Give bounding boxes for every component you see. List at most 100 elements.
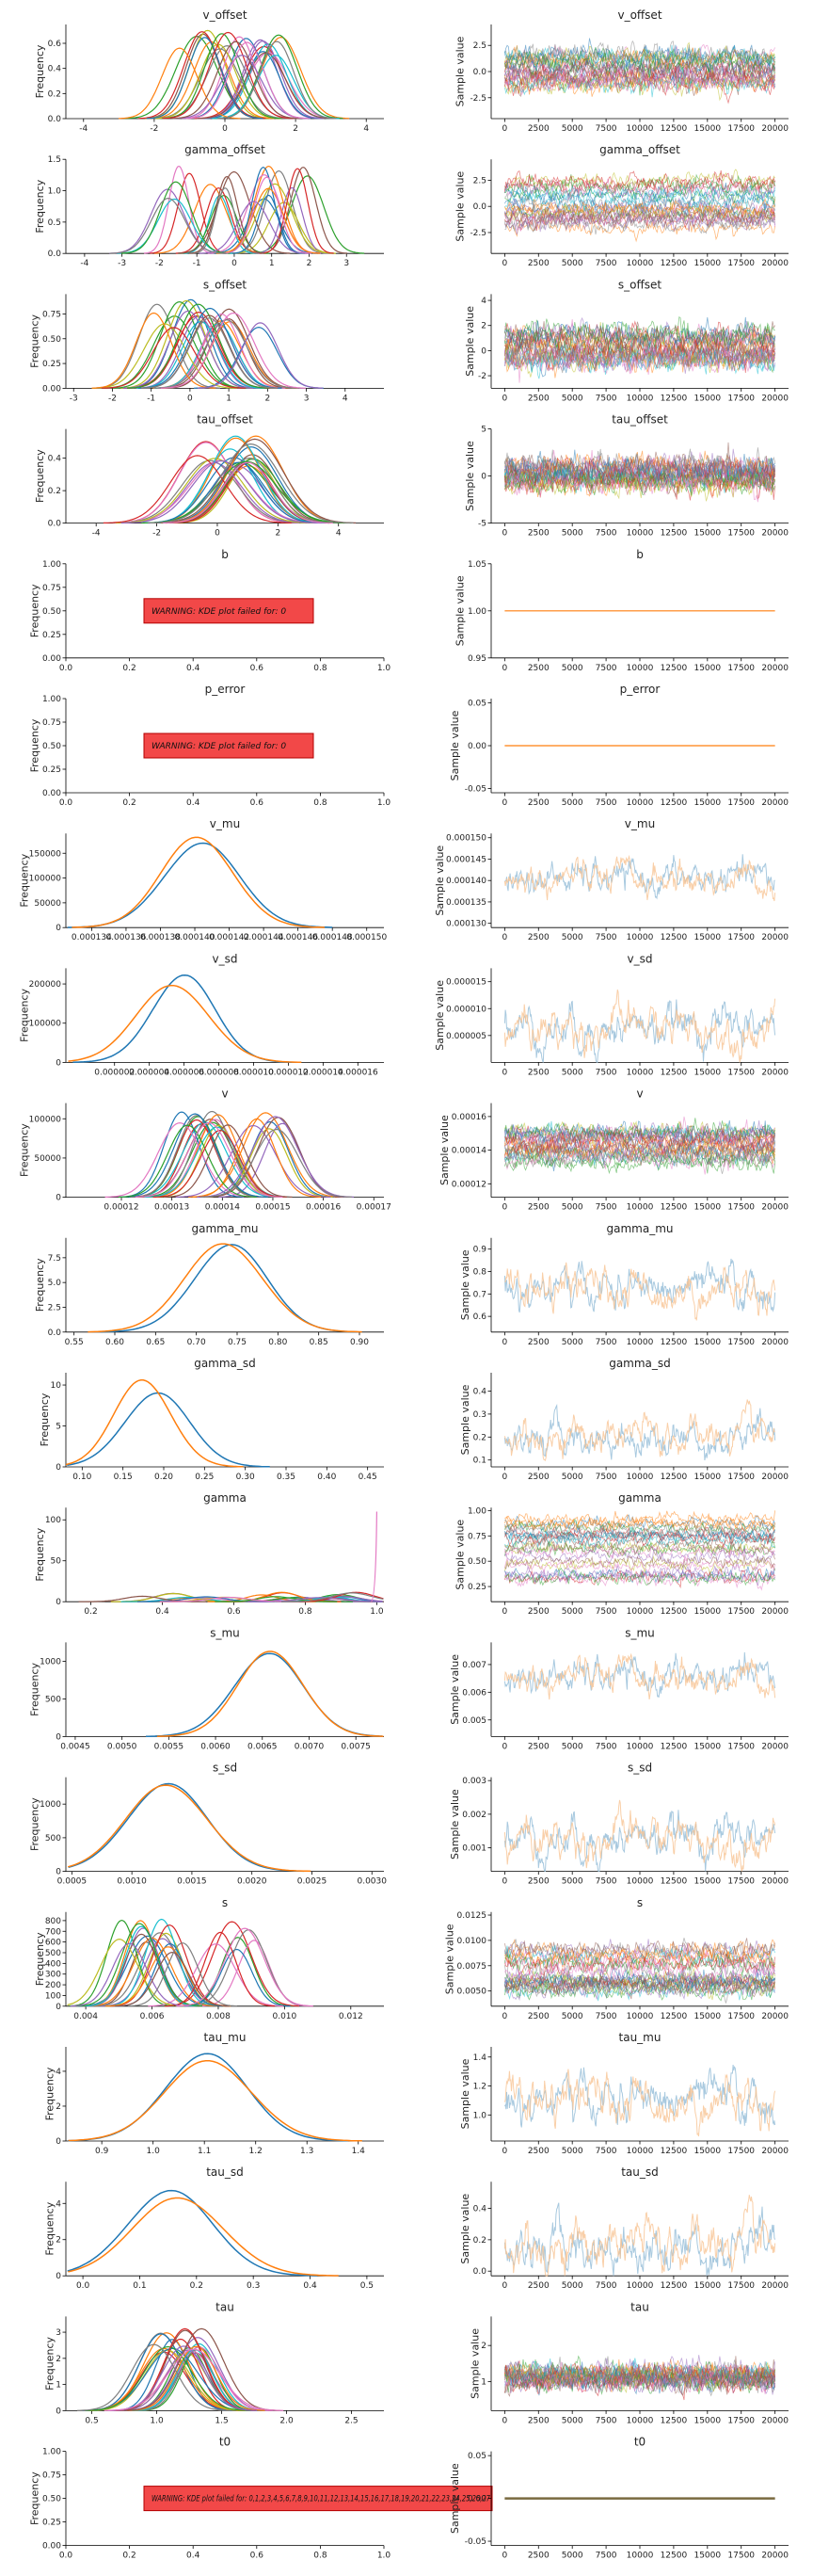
tau_sd-trace-x-tick-label: 17500 xyxy=(727,2281,755,2291)
s_sd-trace-x-tick-label: 7500 xyxy=(596,1877,617,1887)
tau-kde-y-tick-label: 1 xyxy=(56,2381,61,2391)
s_offset-kde-x-tick-label: 1 xyxy=(226,394,231,403)
s_mu-kde-x-tick-label: 0.0045 xyxy=(60,1742,90,1751)
s_offset-kde-curve-7 xyxy=(93,303,221,389)
tau_sd-trace-y-tick-label: 0.4 xyxy=(473,2205,487,2214)
s_offset-trace-title: s_offset xyxy=(618,278,662,291)
gamma-kde-curve-27 xyxy=(281,1592,384,1602)
gamma_offset-kde-curve-15 xyxy=(178,170,291,254)
v_offset-trace-x-tick-label: 10000 xyxy=(627,124,654,134)
gamma_sd-kde-x-tick-label: 0.35 xyxy=(277,1473,295,1482)
gamma_offset-trace-y-axis-label: Sample value xyxy=(454,171,466,242)
gamma_sd-trace-x-tick-label: 5000 xyxy=(562,1473,583,1482)
tau-kde-curve-27 xyxy=(77,2343,231,2411)
tau_offset-kde-x-tick-label: -2 xyxy=(152,529,161,539)
v_offset-trace-x-tick-label: 5000 xyxy=(562,124,583,134)
tau_mu-kde-y-tick-label: 4 xyxy=(56,2068,61,2077)
p_error-trace-x-tick-label: 2500 xyxy=(528,798,550,808)
t0-kde-x-tick-label: 0.8 xyxy=(313,2552,327,2561)
gamma_mu-trace-x-tick-label: 20000 xyxy=(761,1338,789,1347)
v_sd-kde-y-axis-label: Frequency xyxy=(19,988,31,1041)
v-kde-curve-22 xyxy=(118,1124,257,1198)
b-trace-y-tick-label: 0.95 xyxy=(468,654,486,664)
s_offset-trace-x-tick-label: 15000 xyxy=(693,394,721,403)
p_error-kde-x-tick-label: 1.0 xyxy=(377,798,391,808)
v_offset-trace-y-tick-label: 2.5 xyxy=(473,41,486,51)
tau_offset-kde-curve-6 xyxy=(112,442,299,523)
s-kde-curve-23 xyxy=(166,1931,276,2007)
s_mu-kde-panel: s_mu 0.0045 0.0050 0.0055 0.0060 0.0065 0.0070… xyxy=(28,1626,384,1751)
s-kde-curve-22 xyxy=(76,1923,203,2007)
v_mu-kde-x-tick-label: 0.000150 xyxy=(346,933,387,942)
t0-trace-x-tick-label: 15000 xyxy=(693,2552,721,2561)
b-kde-y-tick-label: 0.00 xyxy=(42,654,61,664)
gamma_sd-kde-curve-chain-1 xyxy=(65,1379,244,1468)
s-trace-x-tick-label: 2500 xyxy=(528,2012,550,2021)
v_mu-trace-x-tick-label: 20000 xyxy=(761,933,789,942)
s-trace-x-tick-label: 12500 xyxy=(661,2012,688,2021)
tau_sd-trace-x-tick-label: 7500 xyxy=(596,2281,617,2291)
tau-kde-curve-26 xyxy=(104,2348,284,2411)
v-kde-curve-23 xyxy=(152,1129,288,1198)
gamma_sd-kde-y-tick-label: 10 xyxy=(51,1381,62,1391)
s_sd-trace-y-tick-label: 0.002 xyxy=(462,1811,486,1820)
v-kde-curve-25 xyxy=(164,1124,293,1198)
s_mu-kde-curve-chain-1 xyxy=(156,1650,384,1737)
v-trace-y-tick-label: 0.00016 xyxy=(452,1113,486,1122)
s_offset-kde-x-tick-label: -2 xyxy=(108,394,117,403)
gamma_offset-kde-curve-10 xyxy=(231,194,306,254)
tau_mu-trace-x-tick-label: 0 xyxy=(502,2147,507,2156)
tau_sd-kde-x-tick-label: 0.5 xyxy=(360,2281,374,2291)
t0-kde-x-tick-label: 0.4 xyxy=(186,2552,200,2561)
gamma_offset-trace-x-tick-label: 20000 xyxy=(761,259,789,268)
tau_mu-kde-y-tick-label: 0 xyxy=(56,2137,61,2147)
s_offset-trace-x-tick-label: 17500 xyxy=(727,394,755,403)
v_offset-kde-y-tick-label: 0.6 xyxy=(48,40,62,49)
v-kde-x-tick-label: 0.00016 xyxy=(306,1203,341,1213)
t0-trace-x-tick-label: 12500 xyxy=(661,2552,688,2561)
p_error-trace-y-tick-label: 0.00 xyxy=(468,742,486,751)
gamma_sd-kde-panel: gamma_sd 0.10 0.15 0.20 0.25 0.30 0.35 0.40 0.45… xyxy=(39,1357,384,1482)
s_sd-kde-y-axis-label: Frequency xyxy=(28,1797,40,1851)
tau-kde-curve-21 xyxy=(127,2345,265,2411)
s_mu-trace-chain-1 xyxy=(503,1652,776,1700)
gamma_offset-trace-chain-21 xyxy=(504,198,775,219)
gamma_sd-kde-x-tick-label: 0.40 xyxy=(317,1473,336,1482)
gamma-trace-title: gamma xyxy=(618,1491,662,1505)
v_offset-kde-y-tick-label: 0.2 xyxy=(48,89,61,99)
tau-kde-x-tick-label: 2.5 xyxy=(344,2416,358,2425)
gamma_sd-trace-x-tick-label: 17500 xyxy=(727,1473,755,1482)
b-kde-title: b xyxy=(221,548,229,561)
gamma_sd-kde-x-tick-label: 0.10 xyxy=(72,1473,91,1482)
gamma_mu-kde-curve-chain-1 xyxy=(88,1243,362,1333)
v_offset-trace-x-tick-label: 7500 xyxy=(596,124,617,134)
v_offset-trace-x-tick-label: 20000 xyxy=(761,124,789,134)
gamma_offset-kde-x-tick-label: -2 xyxy=(155,259,164,268)
gamma_mu-kde-y-axis-label: Frequency xyxy=(34,1258,46,1312)
gamma_mu-kde-x-tick-label: 0.85 xyxy=(310,1338,328,1347)
tau_offset-trace-y-tick-label: -5 xyxy=(478,520,486,529)
s_mu-kde-x-tick-label: 0.0075 xyxy=(341,1742,371,1751)
gamma_mu-kde-x-tick-label: 0.65 xyxy=(146,1338,165,1347)
tau_offset-trace-x-tick-label: 17500 xyxy=(727,529,755,539)
v_mu-trace-y-tick-label: 0.000140 xyxy=(446,877,486,886)
tau_sd-trace-y-tick-label: 0.2 xyxy=(473,2236,486,2246)
tau-trace-x-tick-label: 10000 xyxy=(627,2416,654,2425)
gamma_offset-kde-curve-22 xyxy=(120,181,231,254)
v_sd-trace-chain-1 xyxy=(503,989,776,1063)
tau-kde-title: tau xyxy=(215,2300,234,2313)
v_sd-trace-title: v_sd xyxy=(628,952,653,965)
v-trace-x-tick-label: 7500 xyxy=(596,1203,617,1213)
s_sd-trace-chain-1 xyxy=(503,1799,776,1872)
s-kde-y-tick-label: 600 xyxy=(45,1939,61,1948)
tau_mu-trace-chain-1 xyxy=(503,2069,776,2137)
s-trace-chain-19 xyxy=(504,1944,775,1967)
v_offset-kde-curve-17 xyxy=(151,48,289,120)
gamma_offset-kde-curve-27 xyxy=(109,197,227,254)
p_error-trace-y-tick-label: 0.05 xyxy=(468,700,486,709)
s_mu-trace-x-tick-label: 5000 xyxy=(562,1742,583,1751)
b-trace-x-tick-label: 0 xyxy=(502,664,507,673)
gamma_offset-trace-x-tick-label: 12500 xyxy=(661,259,688,268)
b-kde-x-tick-label: 0.0 xyxy=(59,664,73,673)
